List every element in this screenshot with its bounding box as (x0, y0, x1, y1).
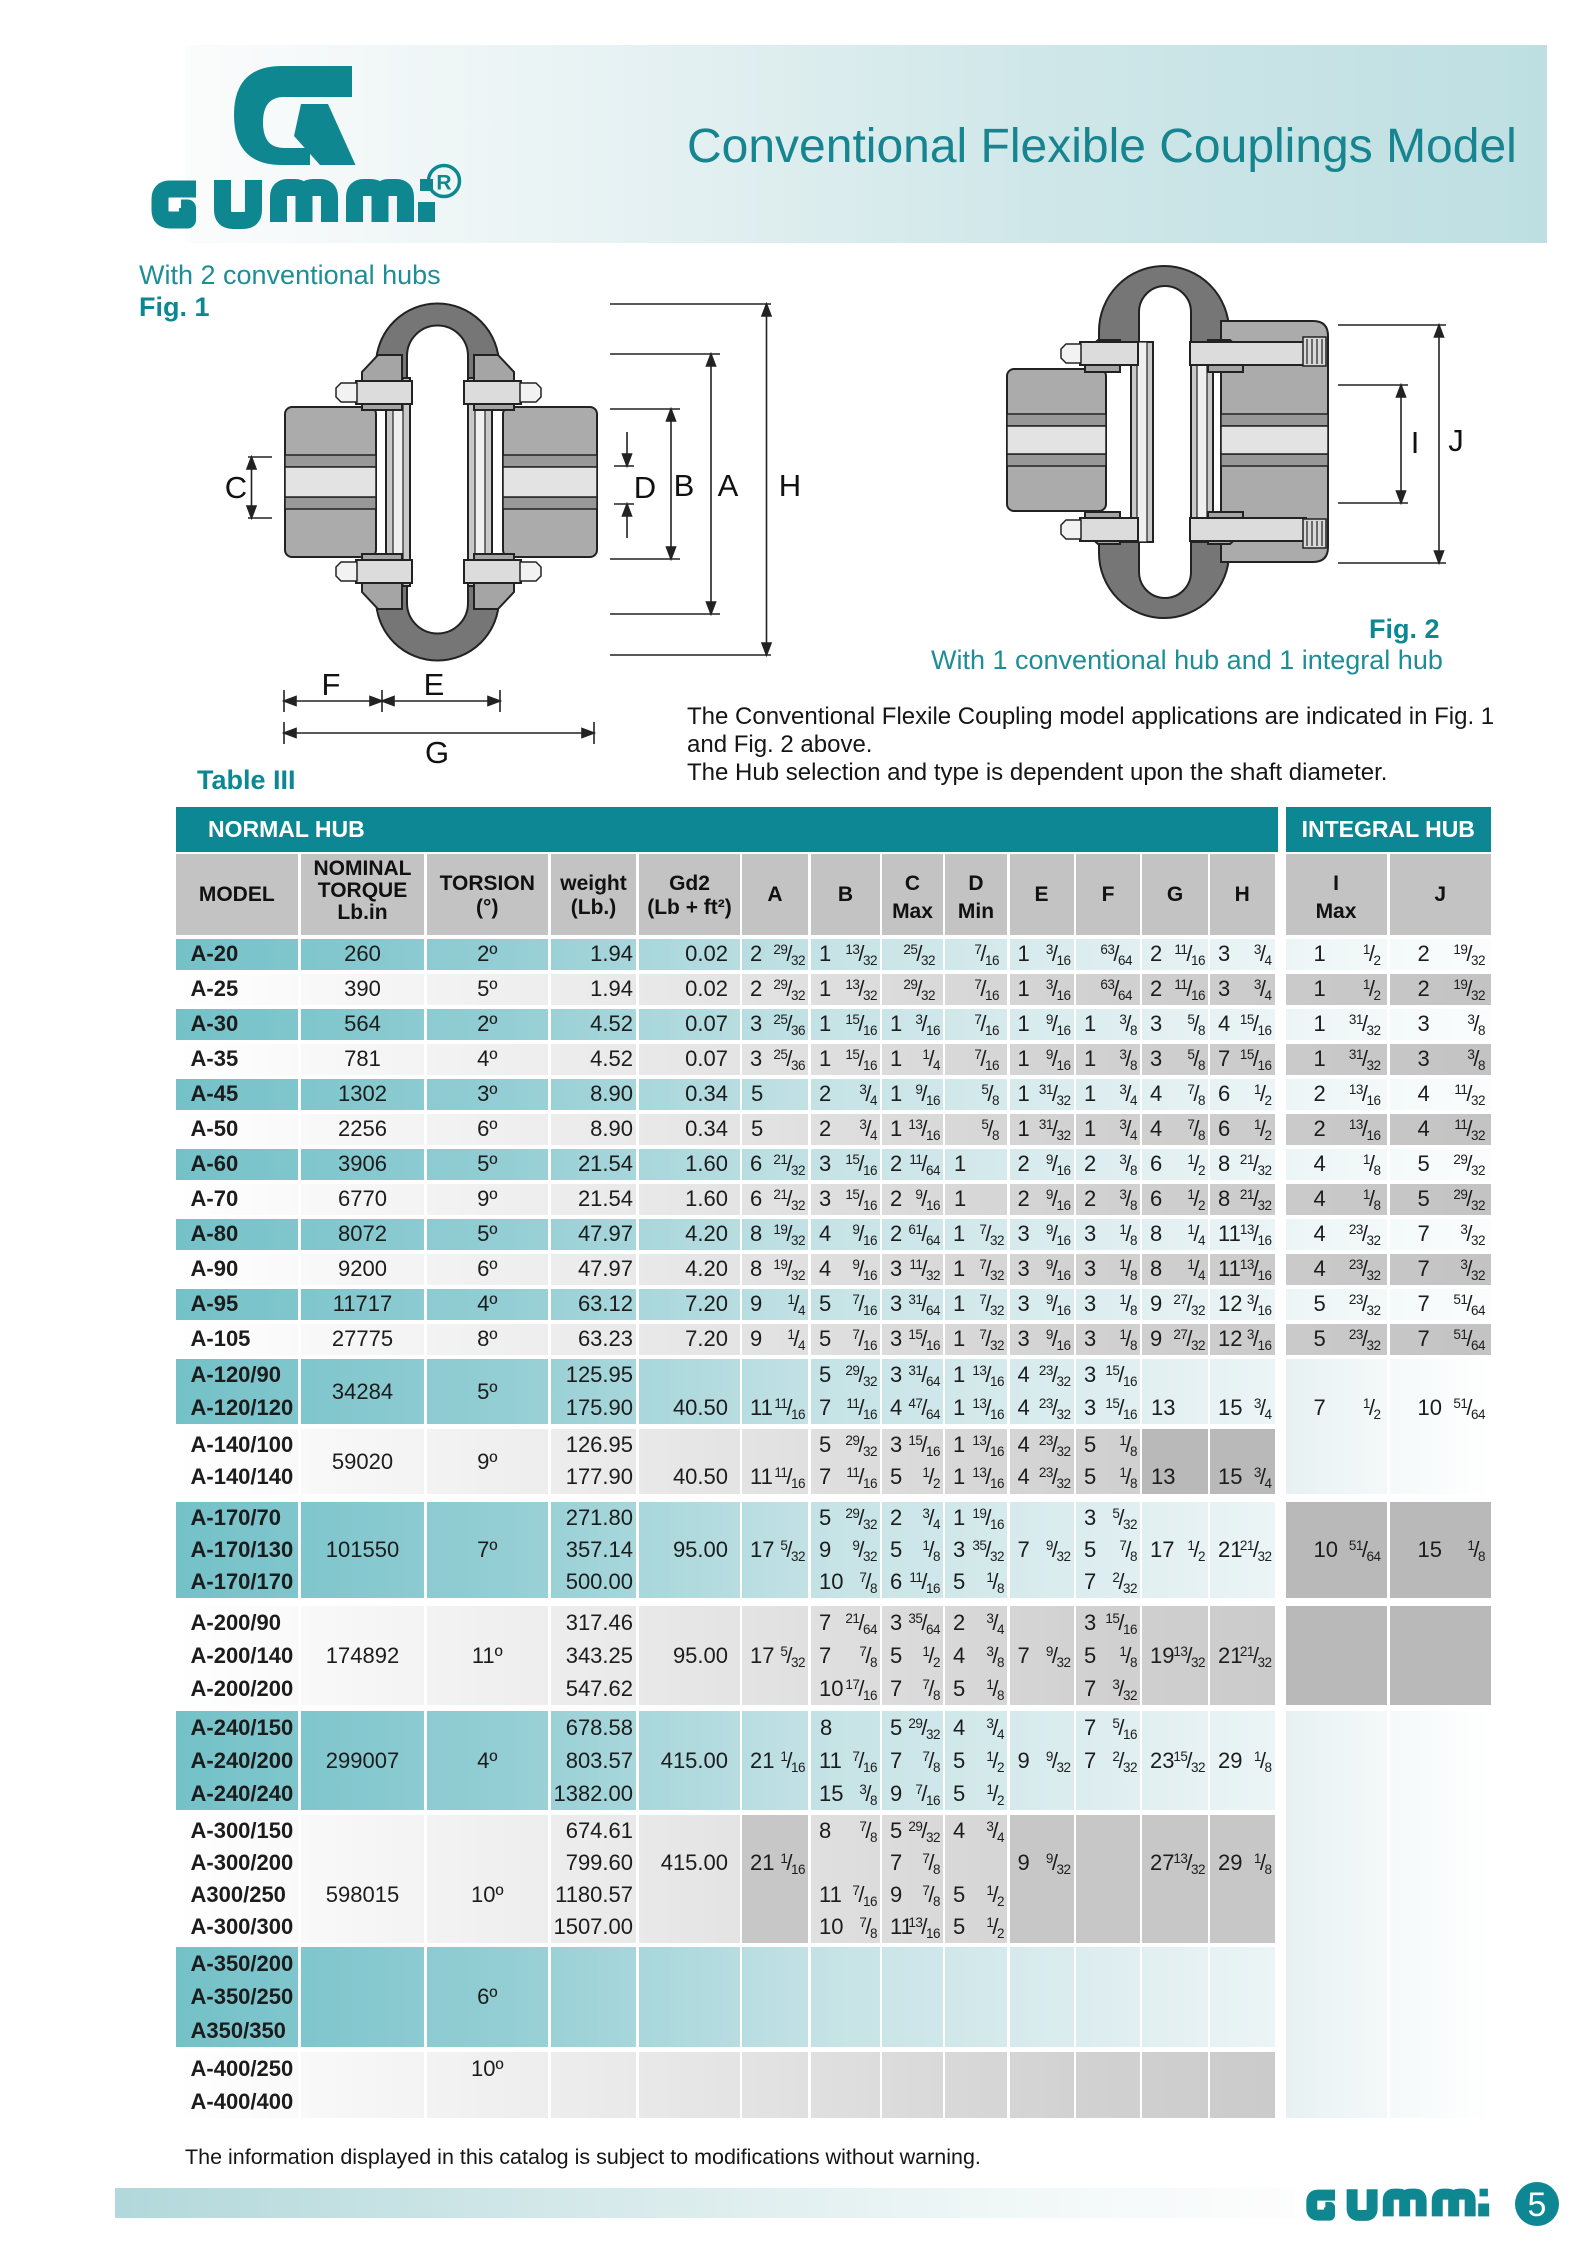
svg-text:H: H (779, 468, 801, 503)
svg-text:I: I (1411, 425, 1420, 460)
svg-text:D: D (634, 470, 656, 505)
svg-text:C: C (225, 470, 247, 505)
svg-text:F: F (322, 667, 341, 702)
svg-text:B: B (674, 468, 695, 503)
svg-text:G: G (425, 735, 449, 770)
svg-text:A: A (718, 468, 739, 503)
svg-text:J: J (1448, 423, 1464, 458)
svg-text:R: R (436, 172, 451, 195)
svg-text:E: E (424, 667, 445, 702)
svg-text:5: 5 (1528, 2186, 1547, 2224)
